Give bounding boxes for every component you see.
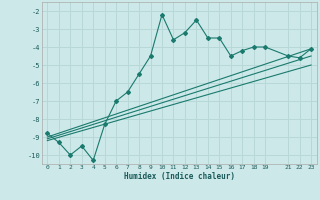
X-axis label: Humidex (Indice chaleur): Humidex (Indice chaleur) (124, 172, 235, 181)
